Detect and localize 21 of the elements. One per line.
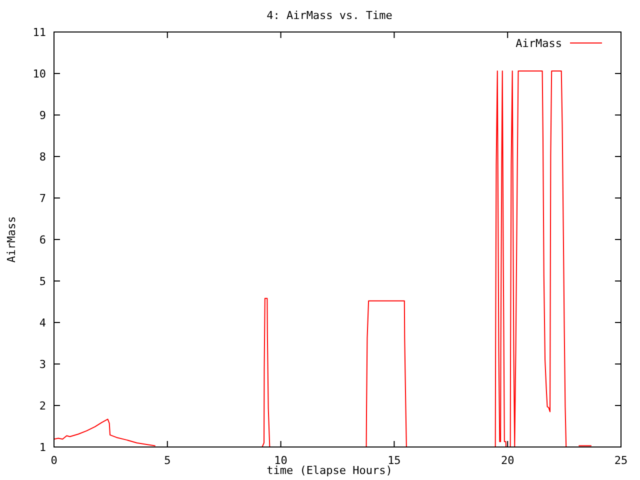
y-tick-label: 9 bbox=[39, 109, 46, 122]
y-tick-label: 11 bbox=[32, 26, 46, 39]
y-axis-title: AirMass bbox=[5, 216, 18, 263]
y-tick-label: 2 bbox=[39, 400, 46, 412]
y-tick-label: 7 bbox=[39, 192, 46, 205]
y-tick-label: 10 bbox=[32, 68, 46, 80]
y-tick-label: 1 bbox=[39, 441, 46, 454]
x-tick-label: 20 bbox=[500, 454, 514, 467]
x-tick-label: 25 bbox=[614, 454, 628, 467]
x-tick-label: 10 bbox=[274, 454, 288, 467]
x-axis-title: time (Elapse Hours) bbox=[266, 464, 392, 477]
legend-label: AirMass bbox=[516, 37, 562, 50]
y-tick-label: 8 bbox=[39, 150, 46, 164]
x-tick-label: 5 bbox=[164, 454, 171, 467]
y-tick-label: 3 bbox=[39, 358, 46, 371]
x-tick-label: 15 bbox=[388, 454, 401, 467]
y-tick-label: 5 bbox=[39, 275, 46, 288]
y-tick-label: 4 bbox=[39, 316, 46, 330]
x-tick-label: 0 bbox=[50, 454, 58, 467]
y-tick-label: 6 bbox=[39, 234, 46, 246]
chart-title: 4: AirMass vs. Time bbox=[266, 9, 392, 22]
